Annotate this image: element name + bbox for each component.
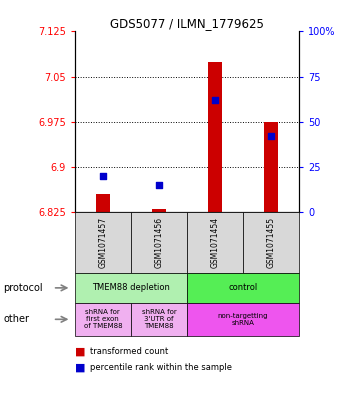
Title: GDS5077 / ILMN_1779625: GDS5077 / ILMN_1779625: [110, 17, 264, 30]
Text: ■: ■: [75, 362, 85, 373]
Text: GSM1071457: GSM1071457: [98, 217, 107, 268]
Bar: [96, 193, 110, 212]
Point: [100, 173, 105, 179]
Point: [268, 133, 274, 140]
Text: GSM1071456: GSM1071456: [154, 217, 164, 268]
Text: shRNA for
3'UTR of
TMEM88: shRNA for 3'UTR of TMEM88: [141, 309, 176, 329]
Text: other: other: [3, 314, 29, 324]
Text: transformed count: transformed count: [90, 347, 168, 356]
Text: protocol: protocol: [3, 283, 43, 293]
Text: shRNA for
first exon
of TMEM88: shRNA for first exon of TMEM88: [84, 309, 122, 329]
Text: GSM1071454: GSM1071454: [210, 217, 220, 268]
Bar: [152, 209, 166, 212]
Bar: [208, 62, 222, 212]
Point: [156, 182, 162, 188]
Text: percentile rank within the sample: percentile rank within the sample: [90, 363, 232, 372]
Point: [212, 97, 218, 103]
Text: GSM1071455: GSM1071455: [267, 217, 276, 268]
Text: control: control: [228, 283, 258, 292]
Text: non-targetting
shRNA: non-targetting shRNA: [218, 313, 268, 326]
Text: ■: ■: [75, 347, 85, 357]
Text: TMEM88 depletion: TMEM88 depletion: [92, 283, 170, 292]
Bar: [264, 122, 278, 212]
